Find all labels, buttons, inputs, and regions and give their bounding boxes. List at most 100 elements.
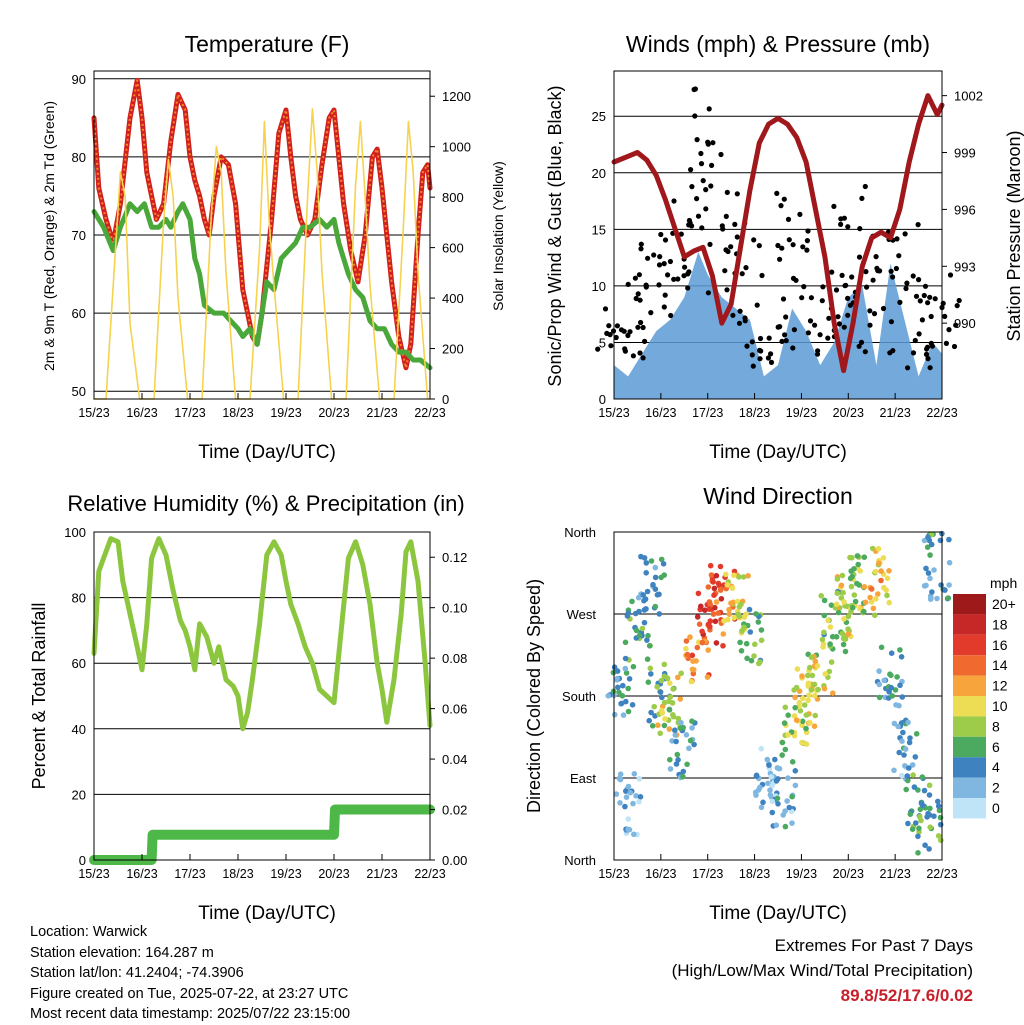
direction-point <box>812 692 818 699</box>
y-tick-label: 100 <box>64 525 86 540</box>
extremes-box: Extremes For Past 7 Days (High/Low/Max W… <box>672 933 973 1008</box>
x-tick-label: 16/23 <box>126 406 157 420</box>
gust-point <box>863 269 869 275</box>
y2-tick-label: 993 <box>954 259 976 274</box>
colorbar-label: 16 <box>992 637 1008 653</box>
colorbar-swatch <box>953 777 986 798</box>
gust-point <box>916 331 922 337</box>
gust-point <box>916 277 922 283</box>
gust-point <box>954 303 960 309</box>
gust-point <box>880 305 887 312</box>
direction-point <box>672 732 679 738</box>
gust-point <box>785 216 792 222</box>
direction-point <box>875 546 882 552</box>
direction-point <box>868 599 875 605</box>
colorbar-label: 14 <box>992 657 1008 673</box>
x-tick-label: 15/23 <box>78 867 109 881</box>
direction-point <box>622 803 628 810</box>
direction-point <box>931 567 937 573</box>
gust-point <box>699 225 705 231</box>
direction-point <box>821 685 828 692</box>
direction-point <box>861 608 867 615</box>
gust-point <box>910 350 917 356</box>
direction-point <box>927 824 933 830</box>
gust-point <box>703 206 709 212</box>
colorbar-swatch <box>953 614 986 635</box>
direction-point <box>807 664 813 671</box>
gust-point <box>862 349 868 355</box>
y2-tick-label: 1000 <box>442 140 471 155</box>
direction-point <box>785 775 791 781</box>
direction-point <box>811 681 818 688</box>
gust-point <box>897 299 903 305</box>
direction-point <box>748 657 755 664</box>
x-tick-label: 16/23 <box>645 406 676 420</box>
direction-point <box>782 823 789 830</box>
colorbar-swatch <box>953 634 986 656</box>
direction-point <box>946 536 952 543</box>
direction-point <box>630 663 637 670</box>
direction-point <box>687 737 694 744</box>
gust-point <box>839 272 845 278</box>
direction-point <box>809 672 816 679</box>
gust-point <box>632 275 639 281</box>
gust-point <box>875 268 881 274</box>
direction-point <box>827 624 834 630</box>
gust-point <box>778 203 784 209</box>
direction-point <box>738 601 744 608</box>
direction-point <box>875 591 881 597</box>
direction-point <box>779 739 786 746</box>
direction-point <box>935 803 942 809</box>
direction-point <box>630 800 636 807</box>
x-tick-label: 22/23 <box>414 867 445 881</box>
colorbar-label: 18 <box>992 616 1008 632</box>
direction-point <box>684 651 691 658</box>
direction-point <box>636 776 643 782</box>
direction-point <box>851 592 858 598</box>
direction-point <box>903 786 909 793</box>
direction-point <box>623 698 629 705</box>
direction-point <box>927 596 934 602</box>
direction-point <box>623 670 630 676</box>
gust-point <box>709 162 715 168</box>
gust-point <box>698 161 705 167</box>
gust-point <box>661 261 667 267</box>
direction-point <box>838 582 845 589</box>
y2-tick-label: 0.02 <box>442 803 467 818</box>
direction-point <box>661 661 668 668</box>
gust-point <box>681 273 687 279</box>
gust-point <box>845 312 851 318</box>
direction-point <box>896 702 902 709</box>
x-tick-label: 20/23 <box>833 867 864 881</box>
direction-point <box>925 570 932 576</box>
gust-point <box>791 327 798 333</box>
direction-point <box>803 725 809 732</box>
direction-point <box>921 537 928 544</box>
y2-tick-label: 0.10 <box>442 601 467 616</box>
colorbar-swatch <box>953 655 986 676</box>
direction-point <box>929 589 935 595</box>
direction-point <box>907 811 914 817</box>
y2-tick-label: 0.00 <box>442 853 467 868</box>
x-tick-label: 20/23 <box>318 406 349 420</box>
y-tick-label: 50 <box>72 384 86 399</box>
direction-point <box>851 566 857 572</box>
direction-point <box>660 561 667 567</box>
direction-point <box>786 804 793 811</box>
direction-point <box>625 783 632 790</box>
gust-point <box>749 352 755 358</box>
y-tick-label: North <box>564 525 596 540</box>
gust-point <box>633 295 639 302</box>
y2-tick-label: 1200 <box>442 89 471 104</box>
speed-colorbar: mph 20+ 18 16 14 12 10 8 6 4 2 0 <box>953 575 1017 819</box>
y2-tick-label: 1002 <box>954 89 983 104</box>
direction-point <box>884 592 890 599</box>
extremes-title: Extremes For Past 7 Days <box>774 936 973 955</box>
direction-point <box>921 787 928 794</box>
direction-point <box>645 679 652 685</box>
y-tick-label: South <box>562 689 596 704</box>
gust-point <box>640 324 646 331</box>
direction-point <box>801 702 808 708</box>
direction-point <box>699 628 705 635</box>
gust-point <box>724 287 730 293</box>
